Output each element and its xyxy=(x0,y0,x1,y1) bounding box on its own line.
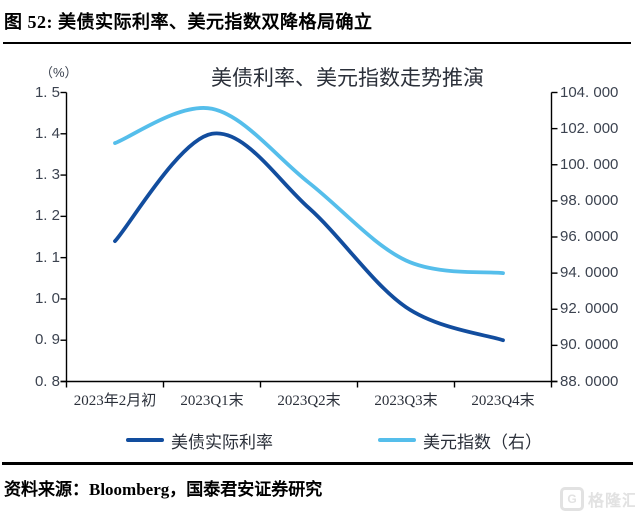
right-axis-tick-8: 88. 0000 xyxy=(560,372,619,390)
legend-line-sample-dark xyxy=(126,438,164,442)
legend-line-sample-light xyxy=(378,438,416,442)
legend-item-dollar-index: 美元指数（右） xyxy=(378,430,542,452)
x-axis-label-0: 2023年2月初 xyxy=(73,393,157,409)
x-axis-label-4: 2023Q4末 xyxy=(471,393,535,409)
right-axis-tick-0: 104. 000 xyxy=(560,83,619,101)
right-axis-tick-7: 90. 0000 xyxy=(560,336,619,354)
source-text: 资料来源：Bloomberg，国泰君安证券研究 xyxy=(4,480,323,499)
right-axis-tick-3: 98. 0000 xyxy=(560,191,619,209)
gelonghui-brand-text: 格隆汇 xyxy=(588,493,635,510)
left-axis-unit-label: （%） xyxy=(40,65,78,80)
x-axis-label-1: 2023Q1末 xyxy=(180,393,244,409)
legend-label-treasury-real-rate: 美债实际利率 xyxy=(171,432,273,452)
right-axis-tick-5: 94. 0000 xyxy=(560,264,619,282)
gelonghui-watermark: G 格隆汇 xyxy=(560,487,635,511)
right-axis-tick-1: 102. 000 xyxy=(560,119,619,137)
left-axis-tick-6: 0. 9 xyxy=(34,331,60,349)
chart-title: 美债利率、美元指数走势推演 xyxy=(211,66,484,90)
footer-divider xyxy=(2,462,633,465)
left-axis-tick-5: 1. 0 xyxy=(34,289,60,307)
left-axis-tick-4: 1. 1 xyxy=(34,248,60,266)
series-line-0 xyxy=(113,131,505,343)
left-axis-tick-0: 1. 5 xyxy=(34,83,60,101)
figure-caption: 图 52: 美债实际利率、美元指数双降格局确立 xyxy=(4,12,373,32)
x-axis-label-3: 2023Q3末 xyxy=(374,393,438,409)
left-axis-tick-7: 0. 8 xyxy=(34,372,60,390)
legend-item-treasury-real-rate: 美债实际利率 xyxy=(126,430,273,452)
left-axis-tick-3: 1. 2 xyxy=(34,207,60,225)
right-axis-tick-6: 92. 0000 xyxy=(560,300,619,318)
left-axis-tick-2: 1. 3 xyxy=(34,166,60,184)
series-line-1 xyxy=(113,106,505,276)
x-axis-label-2: 2023Q2末 xyxy=(277,393,341,409)
left-axis-tick-1: 1. 4 xyxy=(34,124,60,142)
right-axis-tick-2: 100. 000 xyxy=(560,155,619,173)
legend-label-dollar-index: 美元指数（右） xyxy=(423,432,542,452)
caption-divider xyxy=(3,42,631,44)
gelonghui-logo-icon: G xyxy=(560,487,584,511)
right-axis-tick-4: 96. 0000 xyxy=(560,228,619,245)
